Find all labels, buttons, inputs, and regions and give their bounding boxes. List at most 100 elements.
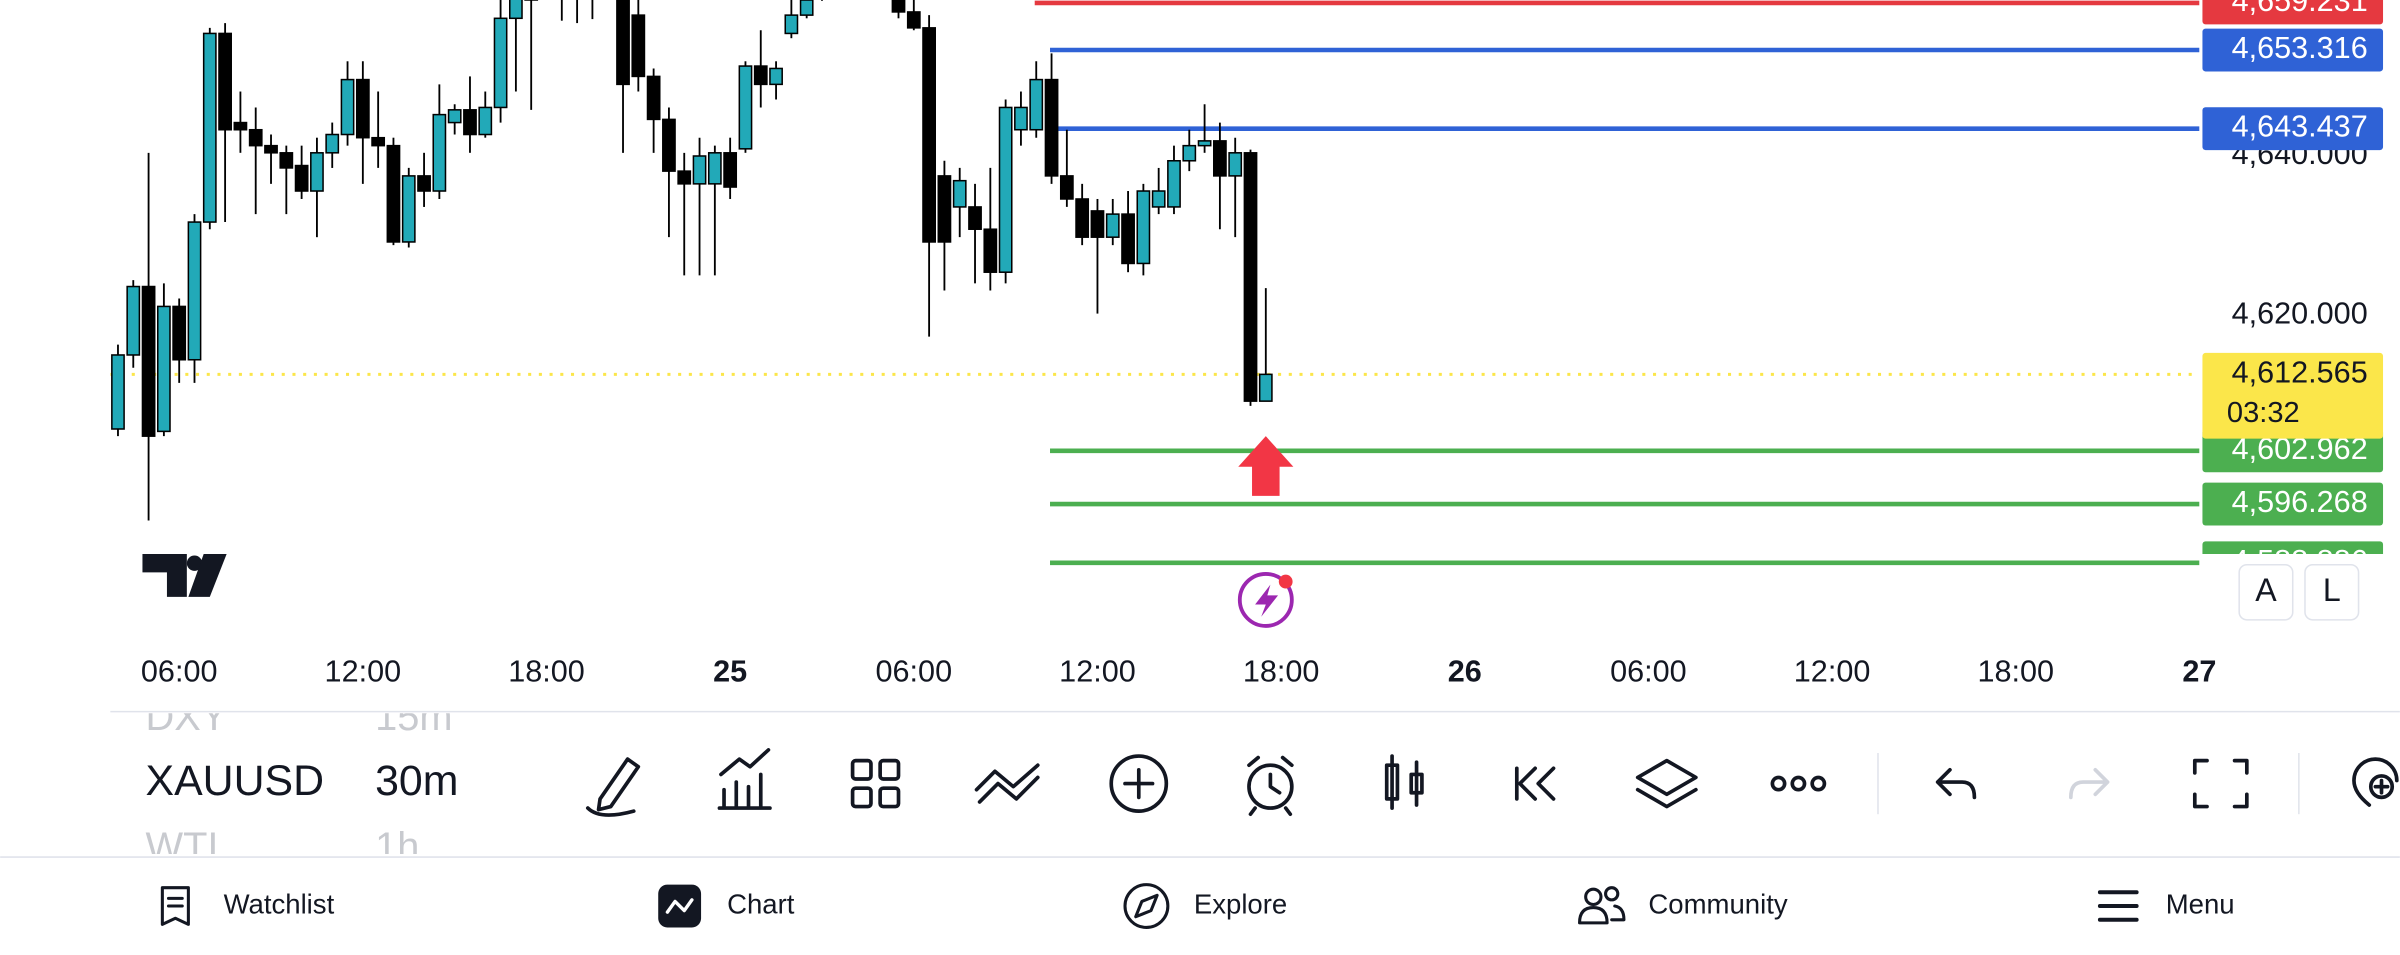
candle-body [922, 27, 936, 243]
candle-body [692, 155, 707, 185]
candle-body [401, 175, 416, 243]
symbol-name[interactable]: WTI [146, 825, 219, 869]
candle-body [738, 65, 753, 150]
layouts[interactable] [850, 758, 901, 809]
x-tick-label: 25 [713, 654, 747, 688]
candle-body [707, 152, 722, 185]
candle-body [1075, 198, 1090, 238]
x-tick-label: 18:00 [1243, 654, 1320, 688]
candle-body [355, 78, 370, 139]
symbol-interval[interactable]: 1h [375, 825, 419, 869]
nav-label[interactable]: Menu [2166, 888, 2235, 919]
scale-button-label[interactable]: L [2323, 572, 2341, 608]
nav-community[interactable]: Community [1578, 886, 1788, 925]
candle-body [509, 0, 523, 20]
candle-body [677, 170, 692, 185]
draw-tool[interactable] [585, 757, 641, 817]
candle-body [952, 179, 967, 208]
alert[interactable] [1247, 755, 1294, 817]
candle-body [937, 175, 952, 243]
nav-label[interactable]: Community [1648, 888, 1787, 919]
candle-body [233, 121, 248, 131]
level-labels: 4,659.2314,653.3164,643.4374,602.9624,59… [2202, 0, 2384, 555]
toolbar [585, 748, 2399, 817]
level-label-box [2202, 482, 2384, 526]
replay[interactable] [1514, 766, 1556, 801]
x-tick-label: 27 [2182, 654, 2216, 688]
countdown-label: 03:32 [2227, 397, 2300, 429]
candle-body [156, 305, 171, 433]
symbol-picker[interactable]: DXY 15m XAUUSD 30m WTI 1h [146, 695, 459, 869]
symbol-interval[interactable]: 15m [375, 695, 452, 739]
level-label-box [2202, 107, 2384, 151]
x-tick-label: 26 [1448, 654, 1482, 688]
candle-body [1121, 213, 1135, 265]
candle-body [172, 305, 187, 361]
nav-menu[interactable]: Menu [2097, 888, 2235, 922]
symbol-name[interactable]: DXY [146, 695, 228, 739]
redo[interactable] [2068, 767, 2110, 800]
bottom-nav: Watchlist Chart Explore Community Menu [160, 883, 2235, 929]
candle-body [1167, 160, 1181, 208]
add[interactable] [1109, 754, 1169, 813]
ideas[interactable] [2352, 757, 2399, 807]
candle-body [769, 67, 783, 86]
candle-body [248, 128, 263, 147]
candle-body [310, 152, 324, 192]
candle-body [478, 106, 493, 136]
candle-body [325, 133, 340, 154]
candle-body [1197, 140, 1212, 147]
y-tick-label: 4,620.000 [2232, 296, 2368, 330]
candle-body [371, 136, 386, 147]
candle-body [968, 206, 982, 230]
x-tick-label: 06:00 [141, 654, 218, 688]
candle-body [906, 11, 921, 29]
candle-body [126, 285, 141, 356]
symbol-interval[interactable]: 30m [375, 757, 458, 805]
layers[interactable] [1635, 758, 1698, 809]
level-label: 4,643.437 [2232, 110, 2368, 144]
fullscreen[interactable] [2192, 758, 2249, 809]
level-label: 4,596.268 [2232, 485, 2368, 519]
scale-button-label[interactable]: A [2255, 572, 2277, 608]
candle-body [417, 175, 431, 192]
level-label: 4,659.231 [2232, 0, 2368, 18]
candle-body [723, 152, 738, 188]
candle-body [1105, 213, 1120, 238]
nav-label[interactable]: Watchlist [224, 888, 335, 919]
nav-chart[interactable]: Chart [658, 884, 795, 928]
x-tick-label: 18:00 [508, 654, 585, 688]
candle-body [386, 144, 401, 243]
candle-body [493, 17, 508, 109]
candle-body [141, 285, 156, 437]
candle-body [891, 0, 906, 13]
signal-arrow [1238, 436, 1294, 496]
nav-label[interactable]: Explore [1194, 888, 1287, 919]
chart-type[interactable] [1384, 754, 1424, 810]
plot-area [110, 0, 2200, 566]
flash-icon[interactable] [1237, 572, 1294, 628]
nav-label[interactable]: Chart [727, 888, 795, 919]
x-tick-label: 12:00 [325, 654, 402, 688]
nav-watchlist[interactable]: Watchlist [160, 886, 335, 926]
x-tick-label: 06:00 [876, 654, 953, 688]
candle-body [340, 78, 355, 136]
symbol-name[interactable]: XAUUSD [146, 757, 325, 805]
candle-body [998, 106, 1013, 273]
indicators[interactable] [717, 748, 772, 810]
more[interactable] [1770, 775, 1827, 792]
candle-body [983, 228, 998, 273]
undo[interactable] [1935, 767, 1977, 800]
candle-body [279, 152, 294, 169]
x-tick-label: 18:00 [1977, 654, 2054, 688]
scale-button[interactable] [2304, 563, 2360, 621]
nav-explore[interactable]: Explore [1123, 883, 1287, 929]
candle-body [662, 118, 676, 172]
compare[interactable] [974, 763, 1040, 804]
scale-button[interactable] [2238, 563, 2294, 621]
candle-body [1228, 152, 1243, 177]
candle-body [264, 144, 278, 154]
candle-body [218, 32, 232, 131]
